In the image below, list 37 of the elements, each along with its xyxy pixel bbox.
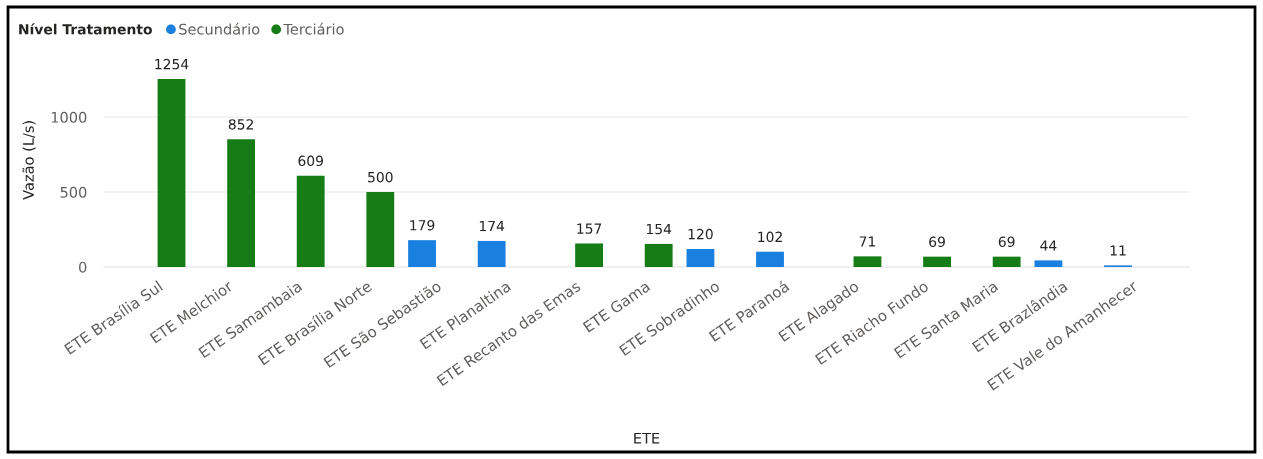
data-label: 71 bbox=[859, 236, 876, 247]
bar bbox=[366, 192, 395, 267]
y-tick-label: 1000 bbox=[51, 111, 87, 123]
data-label: 120 bbox=[688, 228, 713, 240]
data-label: 500 bbox=[368, 171, 393, 183]
y-tick-label: 0 bbox=[79, 261, 87, 273]
bar bbox=[756, 251, 784, 267]
data-label: 852 bbox=[228, 119, 253, 130]
data-label: 69 bbox=[929, 236, 945, 248]
bar bbox=[992, 256, 1021, 267]
data-label: 44 bbox=[1040, 240, 1057, 251]
bar bbox=[644, 243, 673, 267]
bar bbox=[157, 79, 186, 267]
bar bbox=[575, 243, 603, 267]
bar bbox=[853, 256, 882, 267]
legend-title: Nível Tratamento bbox=[19, 23, 152, 35]
bar bbox=[227, 139, 256, 267]
bar bbox=[477, 240, 506, 267]
y-tick-label: 500 bbox=[60, 186, 87, 198]
bar bbox=[1034, 260, 1063, 267]
bar bbox=[923, 256, 951, 267]
data-label: 174 bbox=[479, 220, 505, 232]
data-label: 609 bbox=[298, 155, 323, 167]
data-label: 102 bbox=[758, 231, 782, 243]
data-label: 154 bbox=[646, 223, 672, 235]
legend-label: Terciário bbox=[283, 22, 344, 35]
bar bbox=[408, 240, 436, 267]
x-axis-title: ETE bbox=[634, 432, 660, 444]
data-label: 157 bbox=[577, 223, 602, 234]
bar bbox=[296, 175, 325, 267]
y-axis-title: Vazão (L/s) bbox=[22, 121, 36, 200]
data-label: 69 bbox=[998, 236, 1015, 248]
legend-label: Secundário bbox=[179, 22, 260, 35]
bar bbox=[686, 249, 715, 267]
data-label: 11 bbox=[1110, 245, 1126, 256]
data-label: 1254 bbox=[155, 58, 189, 70]
data-label: 179 bbox=[410, 220, 435, 231]
